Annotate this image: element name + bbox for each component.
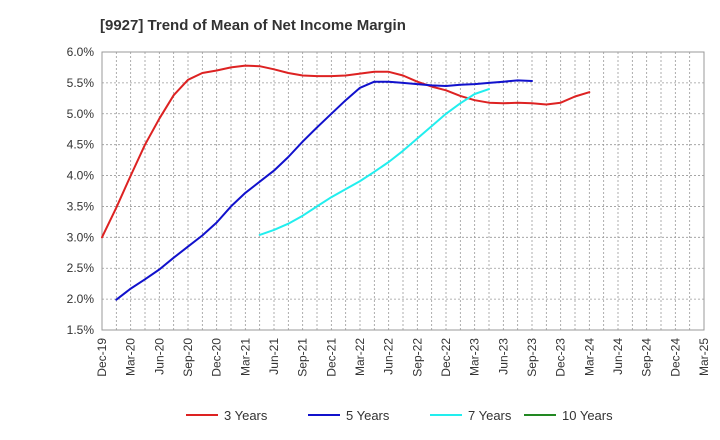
y-axis: 1.5% 2.0% 2.5% 3.0% 3.5% 4.0% 4.5% 5.0% 5.5% 6.0% [67,45,95,337]
x-tick-label: Jun-20 [152,338,166,375]
y-tick-label: 5.0% [67,107,95,121]
series-lines [101,64,591,301]
x-tick-label: Sep-24 [640,338,654,377]
y-tick-label: 6.0% [67,45,95,59]
x-tick-label: Mar-25 [697,338,711,376]
x-tick-label: Mar-21 [238,338,252,376]
x-tick-label: Mar-22 [353,338,367,376]
x-tick-label: Dec-22 [439,338,453,377]
legend-label-2: 5 Years [346,408,390,423]
x-tick-label: Mar-20 [124,338,138,376]
x-tick-label: Jun-22 [382,338,396,375]
legend-label-3: 7 Years [468,408,512,423]
y-tick-label: 4.5% [67,138,95,152]
x-tick-label: Dec-24 [668,338,682,377]
x-tick-label: Mar-24 [582,338,596,376]
x-tick-label: Sep-21 [296,338,310,377]
x-tick-label: Jun-23 [496,338,510,375]
x-tick-label: Jun-21 [267,338,281,375]
chart-title: [9927] Trend of Mean of Net Income Margi… [100,17,406,34]
x-tick-label: Mar-23 [468,338,482,376]
series-line-2 [115,79,533,301]
x-tick-label: Sep-22 [410,338,424,377]
y-tick-label: 2.5% [67,261,95,275]
series-line-1 [101,64,591,239]
x-tick-label: Dec-23 [554,338,568,377]
grid [102,52,704,330]
legend-label-1: 3 Years [224,408,268,423]
y-tick-label: 5.5% [67,76,95,90]
x-tick-label: Dec-19 [95,338,109,377]
x-tick-label: Jun-24 [611,338,625,375]
y-tick-label: 1.5% [67,323,95,337]
y-tick-label: 3.5% [67,199,95,213]
x-tick-label: Sep-23 [525,338,539,377]
plot-area [101,51,705,331]
series-line-3 [258,88,490,236]
y-tick-label: 2.0% [67,292,95,306]
x-tick-label: Dec-20 [210,338,224,377]
x-tick-label: Sep-20 [181,338,195,377]
legend-label-4: 10 Years [562,408,613,423]
x-tick-label: Dec-21 [324,338,338,377]
y-tick-label: 3.0% [67,230,95,244]
y-tick-label: 4.0% [67,169,95,183]
x-axis: Dec-19 Mar-20 Jun-20 Sep-20 Dec-20 Mar-21 Jun-… [95,338,711,377]
legend: 3 Years 5 Years 7 Years 10 Years [186,408,613,423]
